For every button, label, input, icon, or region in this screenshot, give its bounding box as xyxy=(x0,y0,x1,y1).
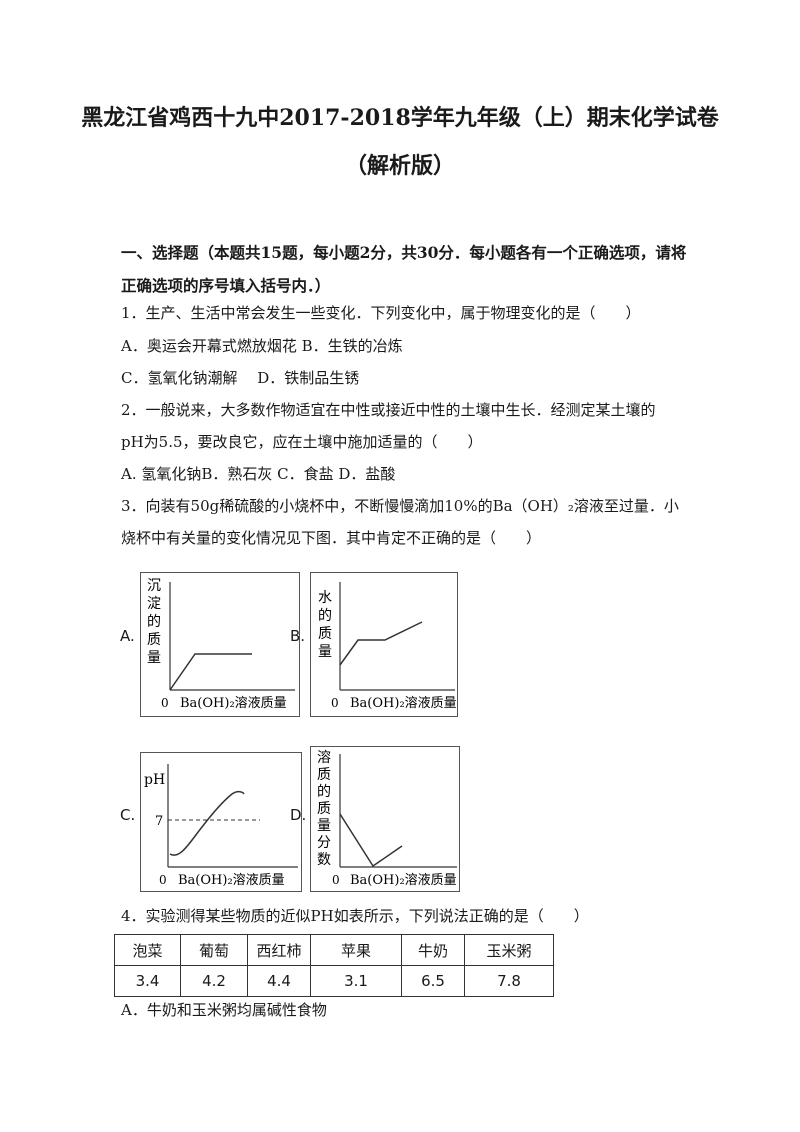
ph-table-header: 葡萄 xyxy=(180,934,248,966)
q2-stem-line2: pH为5.5，要改良它，应在土壤中施加适量的（ ） xyxy=(121,433,483,451)
graph-c-curve xyxy=(169,790,245,856)
graph-d: 溶质的质量分数 0 Ba(OH)₂溶液质量 xyxy=(310,746,460,892)
graph-b-xlabel: Ba(OH)₂溶液质量 xyxy=(350,696,457,711)
graph-a: 沉淀的质量 0 Ba(OH)₂溶液质量 xyxy=(140,572,300,717)
ph-table-header: 苹果 xyxy=(310,934,402,966)
q1-options-line2: C．氢氧化钠潮解 D．铁制品生锈 xyxy=(121,369,360,387)
graph-b-frame xyxy=(310,572,458,717)
graph-a-xlabel: Ba(OH)₂溶液质量 xyxy=(180,696,287,711)
ph-table-value: 4.4 xyxy=(247,965,311,997)
ph-table-value-row: 3.4 4.2 4.4 3.1 6.5 7.8 xyxy=(114,965,554,997)
ph-table-value: 6.5 xyxy=(401,965,465,997)
ph-table-header-row: 泡菜 葡萄 西红柿 苹果 牛奶 玉米粥 xyxy=(114,934,554,966)
graph-b: 水的质量 0 Ba(OH)₂溶液质量 xyxy=(310,572,458,717)
ph-table-header: 玉米粥 xyxy=(464,934,554,966)
q4-option-a: A．牛奶和玉米粥均属碱性食物 xyxy=(121,1001,327,1019)
ph-table-header: 泡菜 xyxy=(114,934,181,966)
exam-title-line1: 黑龙江省鸡西十九中2017-2018学年九年级（上）期末化学试卷 xyxy=(81,105,719,131)
graph-a-label: A. xyxy=(120,627,135,645)
graph-a-curve xyxy=(169,653,252,691)
graph-c-ylabel: pH xyxy=(144,772,165,788)
section-heading: 一、选择题（本题共15题，每小题2分，共30分．每小题各有一个正确选项，请将 正… xyxy=(121,236,701,302)
graph-c-mark-7: 7 xyxy=(155,814,163,829)
q2-options: A. 氢氧化钠B．熟石灰 C．食盐 D．盐酸 xyxy=(121,465,396,483)
q1-stem: 1．生产、生活中常会发生一些变化．下列变化中，属于物理变化的是（ ） xyxy=(121,304,641,322)
section-heading-line2: 正确选项的序号填入括号内．） xyxy=(121,276,331,295)
graph-d-curve xyxy=(339,813,403,868)
ph-table-value: 3.1 xyxy=(310,965,402,997)
graph-c-xlabel: Ba(OH)₂溶液质量 xyxy=(178,873,285,888)
graph-a-ylabel: 沉淀的质量 xyxy=(147,578,161,666)
exam-title-line2: （解析版） xyxy=(344,153,455,179)
graph-b-curve xyxy=(339,621,423,666)
q3-stem-line1: 3．向装有50g稀硫酸的小烧杯中，不断慢慢滴加10%的Ba（OH）₂溶液至过量．… xyxy=(121,497,679,515)
ph-table: 泡菜 葡萄 西红柿 苹果 牛奶 玉米粥 3.4 4.2 4.4 3.1 6.5 … xyxy=(114,934,554,997)
ph-table-header: 牛奶 xyxy=(401,934,465,966)
q4-stem: 4．实验测得某些物质的近似PH如表所示，下列说法正确的是（ ） xyxy=(121,907,589,925)
graph-a-frame xyxy=(140,572,300,717)
graph-d-frame xyxy=(310,746,460,892)
graph-d-label: D. xyxy=(290,806,307,824)
ph-table-header: 西红柿 xyxy=(247,934,311,966)
section-heading-line1: 一、选择题（本题共15题，每小题2分，共30分．每小题各有一个正确选项，请将 xyxy=(121,243,687,262)
graph-d-origin: 0 xyxy=(332,873,340,887)
graph-d-ylabel: 溶质的质量分数 xyxy=(317,750,331,868)
q3-stem-line2: 烧杯中有关量的变化情况见下图．其中肯定不正确的是（ ） xyxy=(121,529,542,547)
graph-b-origin: 0 xyxy=(331,696,339,710)
graph-b-label: B. xyxy=(290,627,306,645)
graph-a-origin: 0 xyxy=(161,696,169,710)
ph-table-value: 7.8 xyxy=(464,965,554,997)
q1-options-line1: A．奥运会开幕式燃放烟花 B．生铁的冶炼 xyxy=(121,337,403,355)
graph-c-frame xyxy=(140,752,302,892)
ph-table-value: 3.4 xyxy=(114,965,181,997)
ph-table-value: 4.2 xyxy=(180,965,248,997)
graph-d-xlabel: Ba(OH)₂溶液质量 xyxy=(350,873,457,888)
graph-c-label: C. xyxy=(120,806,136,824)
graph-b-ylabel: 水的质量 xyxy=(318,590,332,660)
graph-c: pH 7 0 Ba(OH)₂溶液质量 xyxy=(140,752,302,892)
graph-c-origin: 0 xyxy=(159,873,167,887)
q2-stem-line1: 2．一般说来，大多数作物适宜在中性或接近中性的土壤中生长．经测定某土壤的 xyxy=(121,401,656,419)
